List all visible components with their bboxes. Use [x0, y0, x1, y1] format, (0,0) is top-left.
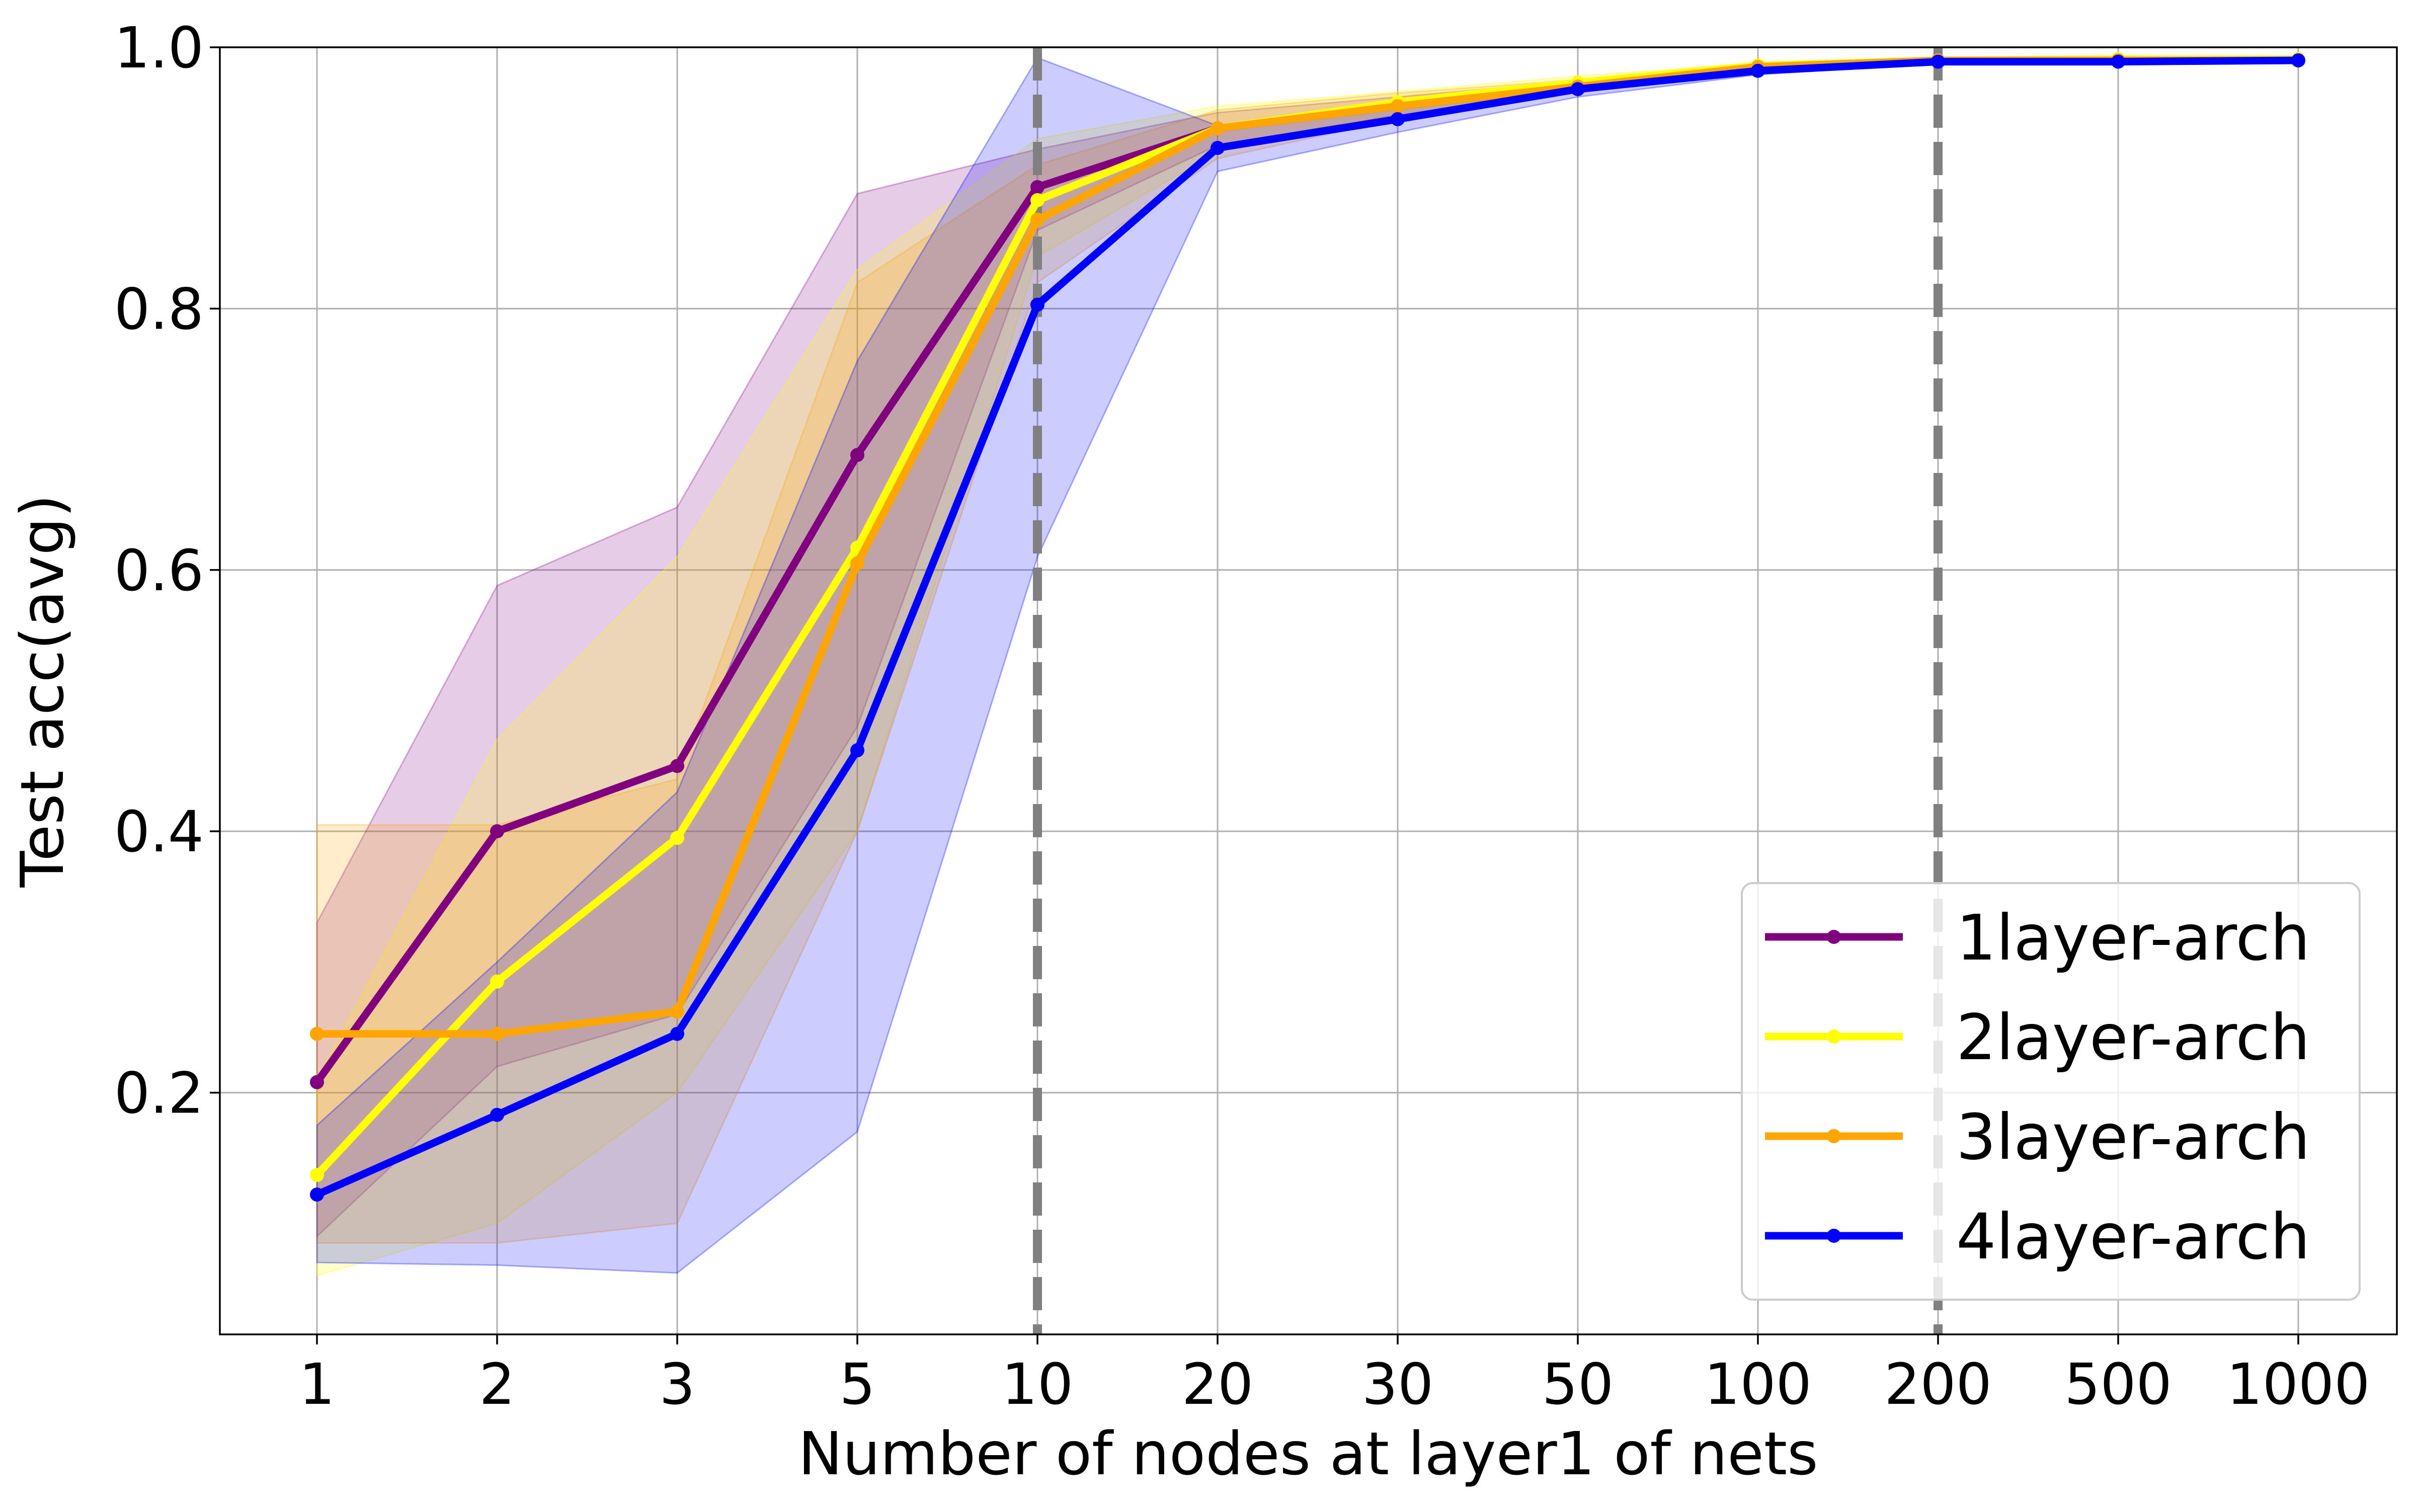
- x-tick-label: 3: [659, 1352, 695, 1417]
- legend-marker-2layer-arch: [1827, 1029, 1841, 1044]
- data-point-1layer-arch: [310, 1075, 324, 1089]
- legend-marker-1layer-arch: [1827, 930, 1841, 944]
- legend-label-4layer-arch: 4layer-arch: [1956, 1201, 2310, 1274]
- x-tick-label: 200: [1884, 1352, 1992, 1417]
- legend-box: [1741, 882, 2361, 1301]
- x-tick-label: 100: [1704, 1352, 1812, 1417]
- y-tick-label: 0.8: [114, 277, 204, 342]
- y-axis-title: Test acc(avg): [8, 494, 77, 888]
- legend-label-1layer-arch: 1layer-arch: [1956, 902, 2310, 975]
- data-point-3layer-arch: [1211, 121, 1225, 136]
- x-tick-label: 10: [1002, 1352, 1074, 1417]
- data-point-3layer-arch: [490, 1026, 504, 1041]
- data-point-3layer-arch: [1391, 99, 1405, 113]
- data-point-4layer-arch: [2111, 54, 2125, 69]
- data-point-2layer-arch: [490, 974, 504, 989]
- x-tick-label: 1: [299, 1352, 335, 1417]
- legend-marker-4layer-arch: [1827, 1229, 1841, 1243]
- data-point-4layer-arch: [490, 1107, 504, 1122]
- data-point-1layer-arch: [1030, 180, 1044, 194]
- data-point-2layer-arch: [670, 831, 684, 845]
- data-point-3layer-arch: [1030, 212, 1044, 227]
- plot-frame: [219, 46, 2398, 1335]
- x-tick-label: 2: [479, 1352, 515, 1417]
- data-point-4layer-arch: [1931, 54, 1945, 69]
- data-point-4layer-arch: [850, 743, 864, 758]
- y-tick-label: 0.2: [114, 1061, 204, 1127]
- data-point-4layer-arch: [1751, 63, 1765, 78]
- data-point-4layer-arch: [1030, 297, 1044, 312]
- data-point-4layer-arch: [2291, 53, 2305, 67]
- x-axis-title: Number of nodes at layer1 of nets: [798, 1419, 1818, 1488]
- series-lines: [310, 52, 2305, 1202]
- y-tick-label: 0.6: [114, 538, 204, 604]
- data-point-4layer-arch: [1391, 112, 1405, 126]
- data-point-1layer-arch: [850, 448, 864, 462]
- data-point-4layer-arch: [1571, 82, 1585, 97]
- data-point-1layer-arch: [490, 824, 504, 839]
- legend: 1layer-arch 2layer-arch 3layer-arch 4layer-…: [1741, 882, 2361, 1301]
- data-point-3layer-arch: [850, 556, 864, 571]
- x-tick-label: 1000: [2226, 1352, 2370, 1417]
- data-point-4layer-arch: [670, 1026, 684, 1041]
- y-tick-label: 1.0: [114, 16, 204, 81]
- x-tick-label: 500: [2064, 1352, 2172, 1417]
- data-point-3layer-arch: [670, 1004, 684, 1019]
- data-point-2layer-arch: [1030, 193, 1044, 207]
- data-point-4layer-arch: [1211, 140, 1225, 155]
- y-tick-label: 0.4: [114, 800, 204, 865]
- axis-ticks: 1 2 3 5 10 20 30 50 100 200 500 1000 0.2 0.4 0.6 0.8 1.0: [114, 16, 2370, 1417]
- x-tick-label: 50: [1542, 1352, 1614, 1417]
- data-point-2layer-arch: [310, 1168, 324, 1182]
- data-point-4layer-arch: [310, 1187, 324, 1202]
- series-line-4layer-arch: [313, 56, 2302, 1199]
- legend-label-2layer-arch: 2layer-arch: [1956, 1001, 2310, 1074]
- data-point-1layer-arch: [670, 759, 684, 773]
- data-point-3layer-arch: [310, 1026, 324, 1041]
- legend-label-3layer-arch: 3layer-arch: [1956, 1101, 2310, 1174]
- legend-marker-3layer-arch: [1827, 1129, 1841, 1143]
- x-tick-label: 30: [1362, 1352, 1434, 1417]
- x-tick-label: 5: [839, 1352, 875, 1417]
- x-tick-label: 20: [1182, 1352, 1254, 1417]
